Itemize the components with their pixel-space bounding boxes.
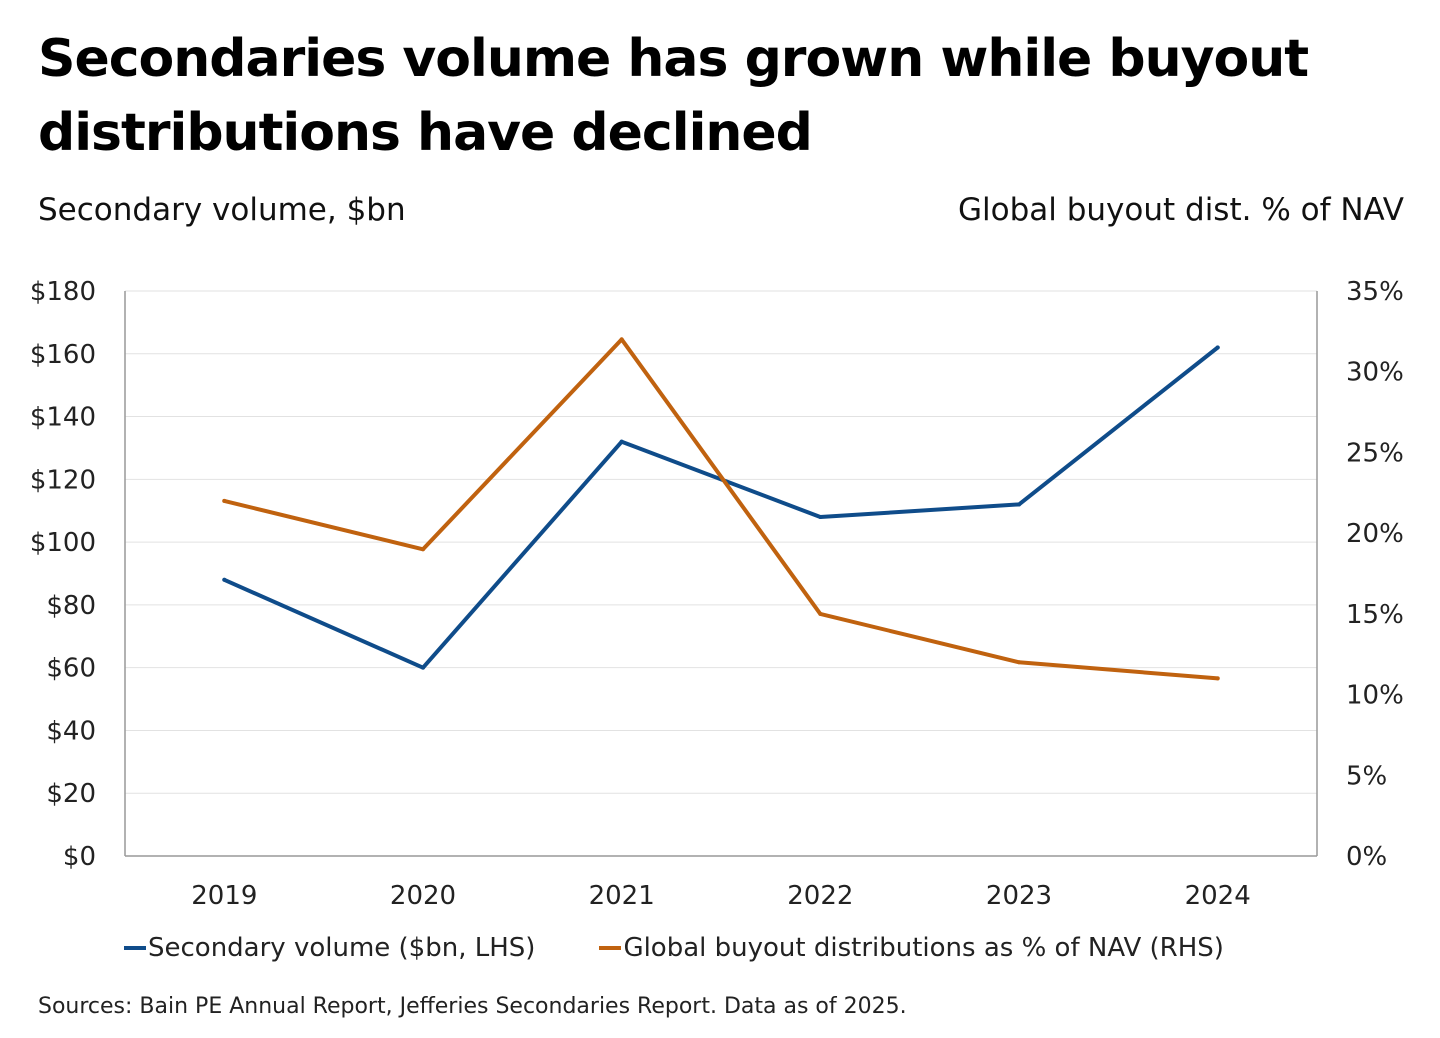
right-tick-label: 35% [1346, 277, 1404, 307]
left-tick-label: $140 [30, 403, 96, 433]
legend-label-secondary: Secondary volume ($bn, LHS) [148, 933, 536, 963]
point-secondary [1215, 345, 1220, 350]
point-buyout [619, 337, 624, 342]
legend-swatch-secondary [124, 946, 146, 950]
left-tick-label: $100 [30, 528, 96, 558]
left-tick-label: $120 [30, 465, 96, 495]
series-line-secondary [222, 345, 1220, 670]
legend-item-secondary[interactable]: Secondary volume ($bn, LHS) [124, 933, 535, 963]
x-tick-label: 2020 [390, 881, 456, 911]
point-secondary [1017, 502, 1021, 507]
left-tick-label: $60 [46, 654, 96, 684]
legend-item-buyout[interactable]: Global buyout distributions as % of NAV … [599, 933, 1224, 963]
x-tick-label: 2021 [589, 881, 655, 911]
point-secondary [619, 439, 624, 444]
right-tick-label: 10% [1346, 681, 1404, 711]
chart-title: Secondaries volume has grown while buyou… [38, 29, 1309, 163]
point-buyout [818, 611, 823, 616]
x-tick-label: 2022 [787, 881, 853, 911]
series [222, 337, 1220, 681]
left-tick-label: $40 [46, 716, 96, 746]
left-axis-ticks: $0 $20 $40 $60 $80 $100 $120 $140 $160 $180 [30, 277, 96, 872]
legend-swatch-buyout [599, 946, 622, 950]
left-tick-label: $160 [30, 340, 96, 370]
right-tick-label: 30% [1346, 358, 1404, 388]
point-secondary [421, 665, 425, 670]
source-note: Sources: Bain PE Annual Report, Jefferie… [38, 994, 907, 1019]
x-tick-label: 2024 [1185, 881, 1251, 911]
right-axis-title: Global buyout dist. % of NAV [957, 192, 1404, 228]
right-tick-label: 25% [1346, 438, 1404, 468]
gridlines [125, 290, 1317, 794]
right-tick-label: 0% [1346, 842, 1387, 872]
left-tick-label: $20 [46, 779, 96, 809]
x-tick-label: 2019 [191, 881, 257, 911]
right-axis-ticks: 0% 5% 10% 15% 20% 25% 30% 35% [1346, 277, 1404, 872]
axes [124, 291, 1318, 857]
right-tick-label: 15% [1346, 600, 1404, 630]
series-line-buyout [222, 337, 1220, 681]
point-secondary [818, 515, 823, 519]
left-tick-label: $0 [63, 842, 96, 872]
point-buyout [222, 498, 227, 503]
legend-label-buyout: Global buyout distributions as % of NAV … [623, 933, 1224, 963]
legend: Secondary volume ($bn, LHS) Global buyou… [124, 928, 1288, 968]
x-tick-label: 2023 [986, 881, 1052, 911]
right-tick-label: 20% [1346, 519, 1404, 549]
x-axis-ticks: 2019 2020 2021 2022 2023 2024 [191, 881, 1251, 911]
point-buyout [1017, 660, 1021, 665]
point-buyout [1215, 676, 1220, 681]
point-buyout [421, 547, 425, 552]
left-axis-title: Secondary volume, $bn [38, 192, 406, 228]
right-tick-label: 5% [1346, 761, 1387, 791]
left-tick-label: $180 [30, 277, 96, 307]
left-tick-label: $80 [46, 591, 96, 621]
point-secondary [222, 577, 227, 582]
